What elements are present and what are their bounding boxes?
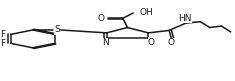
Text: O: O — [168, 38, 175, 47]
Text: O: O — [97, 14, 104, 23]
Text: O: O — [148, 38, 155, 47]
Text: N: N — [102, 38, 109, 47]
Text: F: F — [0, 39, 5, 48]
Text: S: S — [54, 25, 60, 35]
Text: HN: HN — [179, 14, 192, 23]
Text: OH: OH — [140, 8, 153, 17]
Text: F: F — [0, 30, 5, 39]
